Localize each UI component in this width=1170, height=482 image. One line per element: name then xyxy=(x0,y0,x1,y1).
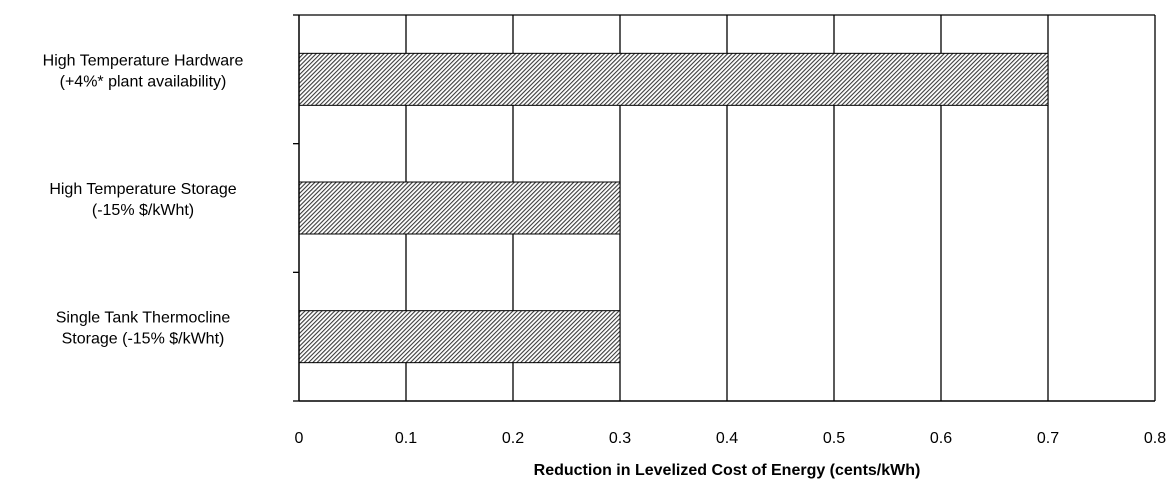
category-label-line: (+4%* plant availability) xyxy=(60,73,227,90)
bar xyxy=(298,181,621,235)
x-tick-label: 0.1 xyxy=(395,430,417,447)
bar-layer xyxy=(298,52,1049,364)
bar xyxy=(298,310,621,364)
category-label: High Temperature Storage (-15% $/kWht) xyxy=(49,181,236,219)
label-layer: 0 0.1 0.2 0.3 0.4 0.5 0.6 0.7 0.8 High Temperatur… xyxy=(43,52,1167,447)
x-tick-label: 0.4 xyxy=(716,430,738,447)
category-label-line: (-15% $/kWht) xyxy=(92,202,194,219)
x-tick-label: 0 xyxy=(295,430,304,447)
x-tick-label: 0.2 xyxy=(502,430,524,447)
category-label-line: High Temperature Storage xyxy=(49,181,236,198)
category-label-line: Storage (-15% $/kWht) xyxy=(62,331,225,348)
category-label-line: Single Tank Thermocline xyxy=(56,310,231,327)
x-tick-label: 0.3 xyxy=(609,430,631,447)
category-label-line: High Temperature Hardware xyxy=(43,52,244,69)
bar xyxy=(298,52,1049,106)
x-tick-label: 0.6 xyxy=(930,430,952,447)
x-tick-label: 0.7 xyxy=(1037,430,1059,447)
category-label: Single Tank Thermocline Storage (-15% $/k… xyxy=(56,310,231,348)
x-tick-label: 0.5 xyxy=(823,430,845,447)
category-label: High Temperature Hardware (+4%* plant ava… xyxy=(43,52,244,90)
x-tick-label: 0.8 xyxy=(1144,430,1166,447)
x-axis-title: Reduction in Levelized Cost of Energy (c… xyxy=(534,462,921,479)
axis-layer xyxy=(293,14,1155,402)
